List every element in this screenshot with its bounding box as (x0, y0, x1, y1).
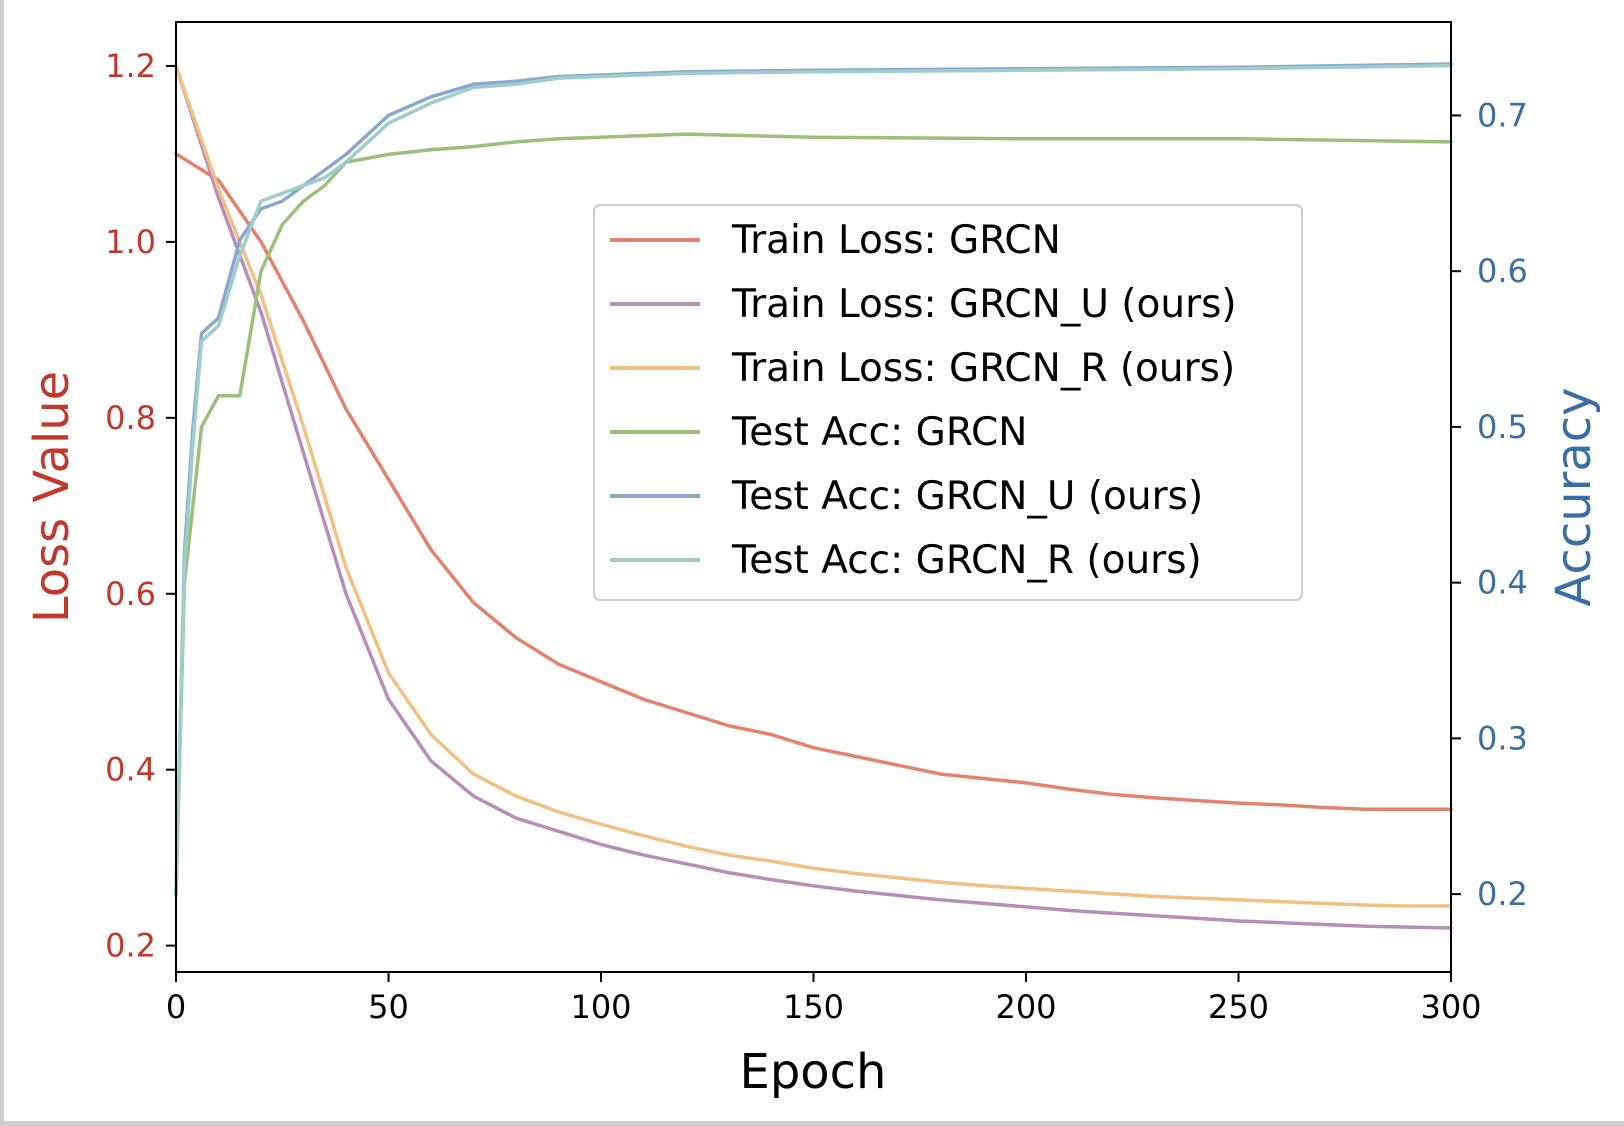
y-right-tick-label: 0.4 (1477, 564, 1528, 602)
y-right-tick-label: 0.7 (1477, 96, 1528, 134)
image-border-left (0, 0, 4, 1126)
series-line-train-loss-grcn (174, 152, 1453, 812)
y-left-tick-label: 0.8 (105, 399, 156, 437)
legend-label: Train Loss: GRCN (731, 218, 1061, 263)
y-left-tick-label: 1.0 (105, 223, 156, 261)
x-tick-label: 200 (995, 988, 1056, 1026)
y-axis-left-label: Loss Value (24, 371, 80, 623)
ticks-layer: 0 50 100 150 200 250 300 0.2 0.4 0.6 0.8 1.0 1.2 0.2 0… (105, 47, 1528, 1026)
series-layer (174, 62, 1453, 930)
y-left-tick-label: 0.6 (105, 575, 156, 613)
image-border-bottom (0, 1121, 1624, 1126)
legend: Train Loss: GRCN Train Loss: GRCN_U (ours… (593, 204, 1303, 601)
x-tick-label: 300 (1420, 988, 1481, 1026)
y-left-tick-label: 1.2 (105, 47, 156, 85)
legend-label: Train Loss: GRCN_R (ours) (731, 346, 1235, 391)
y-right-tick-label: 0.3 (1477, 719, 1528, 757)
x-tick-label: 150 (783, 988, 844, 1026)
x-tick-label: 100 (570, 988, 631, 1026)
legend-label: Test Acc: GRCN (731, 410, 1027, 455)
series-line-train-loss-grcn-r-ours (174, 64, 1453, 908)
legend-label: Train Loss: GRCN_U (ours) (731, 282, 1237, 327)
legend-label: Test Acc: GRCN_U (ours) (731, 474, 1203, 519)
x-tick-label: 0 (166, 988, 186, 1026)
y-left-tick-label: 0.2 (105, 927, 156, 965)
y-axis-right-label: Accuracy (1546, 387, 1602, 606)
y-left-tick-label: 0.4 (105, 751, 156, 789)
legend-box (593, 204, 1303, 601)
series-line-test-acc-grcn-r-ours (174, 63, 1453, 896)
x-tick-label: 250 (1208, 988, 1269, 1026)
y-right-tick-label: 0.2 (1477, 875, 1528, 913)
x-axis-label: Epoch (740, 1044, 887, 1100)
y-right-tick-label: 0.5 (1477, 408, 1528, 446)
legend-label: Test Acc: GRCN_R (ours) (731, 538, 1202, 583)
y-right-tick-label: 0.6 (1477, 252, 1528, 290)
x-tick-label: 50 (368, 988, 409, 1026)
series-line-train-loss-grcn-u-ours (174, 64, 1453, 930)
